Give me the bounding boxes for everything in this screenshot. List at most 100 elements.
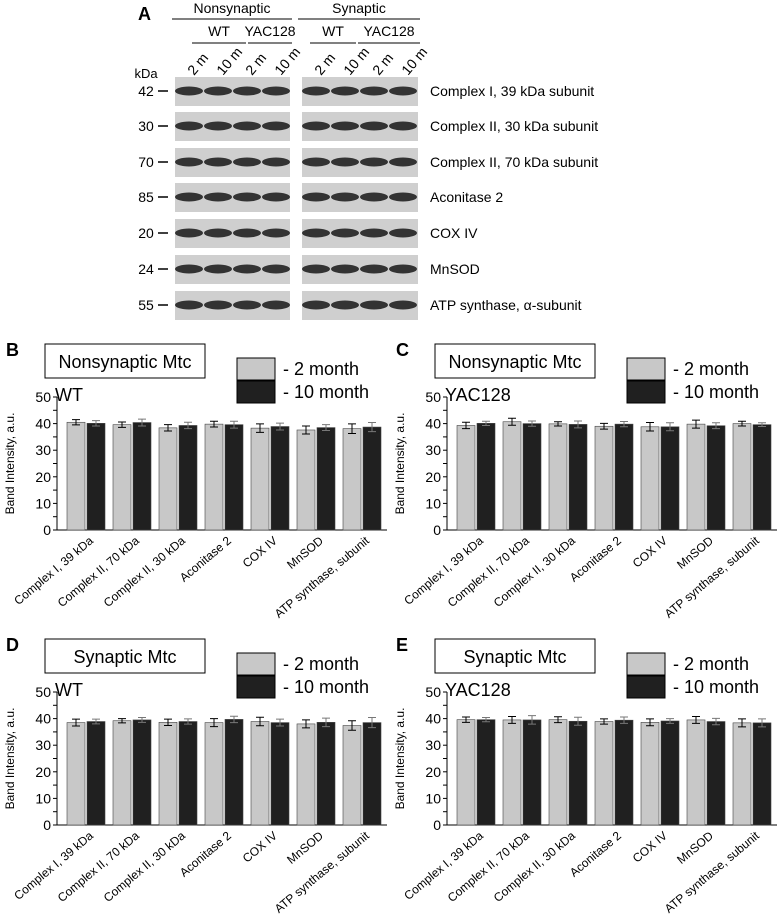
legend-swatch <box>626 652 666 676</box>
y-tick-label: 0 <box>43 522 51 538</box>
strain-label: YAC128 <box>244 23 295 39</box>
chart-panel: B Nonsynaptic Mtc WT - 2 month - 10 month Ban… <box>3 340 387 621</box>
x-tick-label: MnSOD <box>674 533 716 571</box>
panel-letter: A <box>138 4 151 24</box>
y-tick-label: 50 <box>425 684 441 700</box>
error-bar <box>72 718 80 727</box>
blot-band <box>302 228 330 238</box>
marker-label: 55 <box>138 297 154 313</box>
marker-label: 85 <box>138 189 154 205</box>
legend-swatch <box>626 675 666 699</box>
bar <box>594 721 614 826</box>
bar <box>296 429 316 531</box>
bar <box>204 423 224 531</box>
error-bar <box>574 716 582 726</box>
blot-band <box>262 157 290 167</box>
y-axis-label: Band Intensity, a.u. <box>3 413 17 515</box>
bar <box>548 719 568 826</box>
group-label: Nonsynaptic <box>193 0 270 16</box>
blot-band <box>389 86 417 96</box>
y-tick-label: 30 <box>35 737 51 753</box>
y-tick-label: 20 <box>35 764 51 780</box>
error-bar <box>482 420 490 426</box>
bar <box>502 421 522 531</box>
error-bar <box>462 421 470 430</box>
error-bar <box>482 717 490 723</box>
bar <box>732 423 752 531</box>
error-bar <box>692 715 700 724</box>
protein-label: ATP synthase, α-subunit <box>430 297 582 313</box>
bar <box>706 721 726 826</box>
error-bar <box>758 422 766 428</box>
x-tick-label: COX IV <box>630 829 670 866</box>
blot-band <box>233 264 261 274</box>
lane-label: 2 m <box>184 50 211 78</box>
bar <box>640 426 660 531</box>
x-tick-label: Complex II, 70 kDa <box>445 533 532 610</box>
bar <box>316 427 336 531</box>
legend-swatch <box>236 675 276 699</box>
y-tick-label: 20 <box>425 764 441 780</box>
x-tick-label: Aconitase 2 <box>177 533 234 584</box>
blot-band <box>389 121 417 131</box>
blot-band <box>331 157 359 167</box>
strain-label: WT <box>208 23 230 39</box>
blot-band <box>360 300 388 310</box>
y-tick-label: 30 <box>35 442 51 458</box>
error-bar <box>118 421 126 428</box>
y-tick-label: 10 <box>35 790 51 806</box>
x-tick-label: Complex II, 70 kDa <box>55 533 142 610</box>
x-tick-label: COX IV <box>240 534 280 571</box>
y-axis-label: Band Intensity, a.u. <box>393 708 407 810</box>
lane-label: 10 m <box>398 44 430 78</box>
blot-band <box>233 228 261 238</box>
bar <box>132 719 152 826</box>
y-tick-label: 40 <box>35 416 51 432</box>
error-bar <box>554 716 562 724</box>
legend-label: - 10 month <box>673 382 759 402</box>
error-bar <box>462 716 470 723</box>
x-tick-label: Complex II, 30 kDa <box>491 828 578 905</box>
blot-band <box>302 300 330 310</box>
error-bar <box>118 718 126 724</box>
error-bar <box>574 420 582 429</box>
bar <box>158 427 178 531</box>
chart-title: Synaptic Mtc <box>463 647 566 667</box>
y-tick-label: 10 <box>35 495 51 511</box>
blot-band <box>331 228 359 238</box>
error-bar <box>528 715 536 725</box>
error-bar <box>508 715 516 724</box>
bar <box>270 722 290 826</box>
bar <box>270 426 290 531</box>
error-bar <box>620 716 628 724</box>
lane-label: 2 m <box>369 50 396 78</box>
bar <box>660 426 680 531</box>
error-bar <box>256 716 264 727</box>
blot-band <box>360 86 388 96</box>
error-bar <box>554 421 562 427</box>
error-bar <box>758 718 766 728</box>
blot-band <box>233 121 261 131</box>
blot-band <box>262 192 290 202</box>
marker-label: 30 <box>138 118 154 134</box>
blot-band <box>262 300 290 310</box>
y-tick-label: 30 <box>425 442 441 458</box>
legend-label: - 2 month <box>673 359 749 379</box>
blot-band <box>302 264 330 274</box>
bar <box>476 719 496 826</box>
chart-subtitle: WT <box>55 680 83 700</box>
protein-label: Complex II, 30 kDa subunit <box>430 118 598 134</box>
error-bar <box>92 718 100 725</box>
error-bar <box>92 420 100 427</box>
chart-panel: E Synaptic Mtc YAC128 - 2 month - 10 month Ba… <box>393 635 777 916</box>
legend-swatch <box>236 357 276 381</box>
error-bar <box>276 422 284 431</box>
bar <box>476 423 496 531</box>
blot-band <box>233 157 261 167</box>
bar <box>568 424 588 531</box>
bar <box>640 722 660 826</box>
x-tick-label: Complex II, 30 kDa <box>491 533 578 610</box>
protein-label: Complex I, 39 kDa subunit <box>430 83 594 99</box>
bar <box>224 424 244 531</box>
bar <box>224 719 244 826</box>
